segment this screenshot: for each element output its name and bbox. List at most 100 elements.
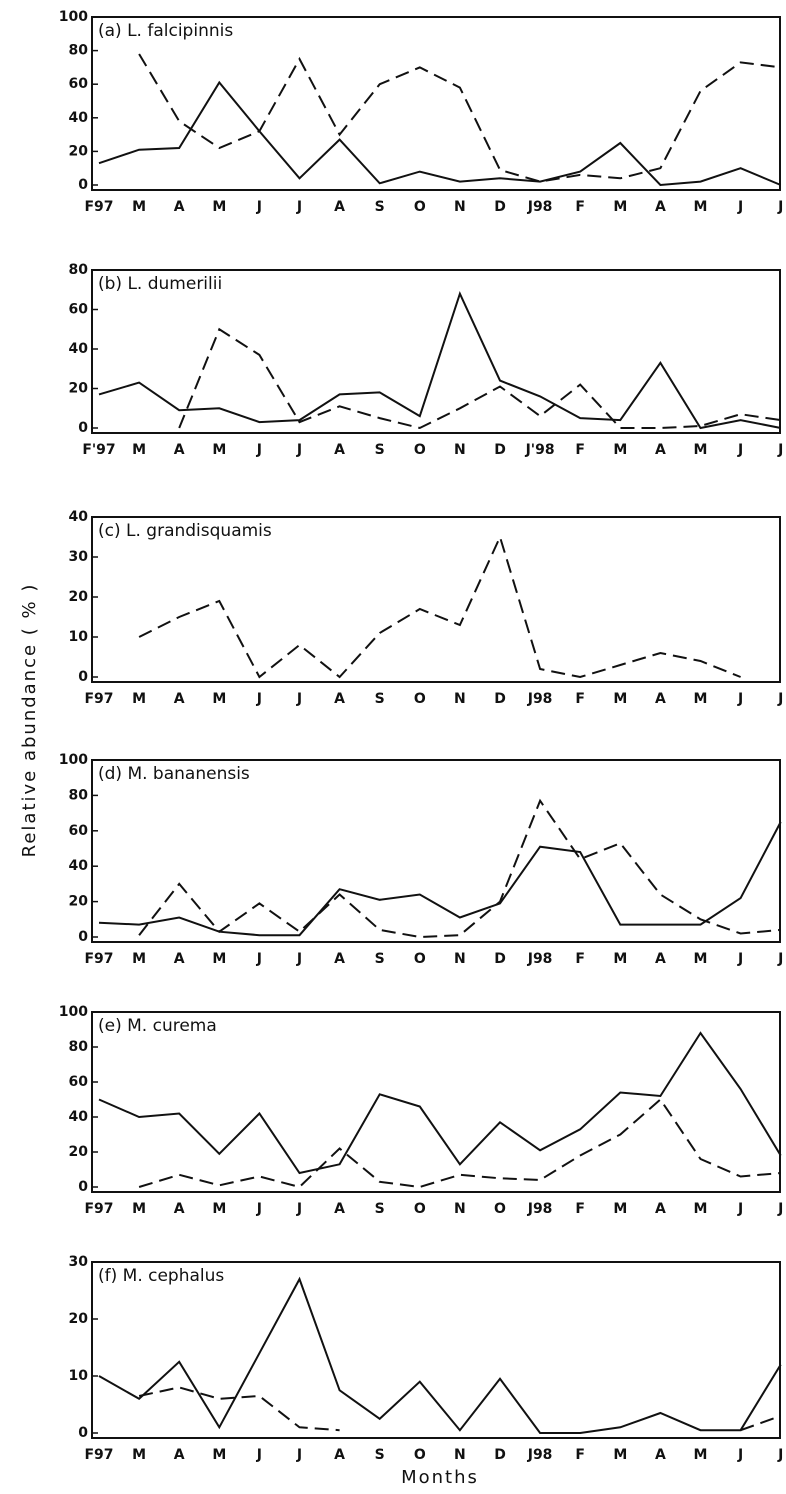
plot-frame: [91, 516, 781, 683]
x-tick-label: J'98: [525, 442, 555, 458]
x-tick-label: M: [613, 951, 627, 967]
x-tick-label: J: [737, 199, 743, 215]
x-tick-label: M: [694, 951, 708, 967]
x-tick-label: D: [494, 1447, 506, 1463]
x-tick-label: A: [655, 951, 666, 967]
x-tick-label: F97: [84, 1447, 113, 1463]
x-tick-label: D: [494, 442, 506, 458]
data-line: [740, 1414, 782, 1432]
x-tick-label: M: [212, 691, 226, 707]
x-tick-label: J: [256, 1447, 262, 1463]
x-tick-label: J: [296, 1201, 302, 1217]
x-tick-label: J: [777, 691, 783, 707]
x-tick-label: J98: [527, 1447, 553, 1463]
x-tick-label: A: [174, 199, 185, 215]
plot-frame: [91, 269, 781, 434]
x-tick-label: A: [655, 442, 666, 458]
data-line: [98, 1031, 782, 1175]
x-tick-label: A: [334, 1447, 345, 1463]
y-tick-label: 0: [78, 177, 88, 193]
x-tick-label: F'97: [82, 442, 115, 458]
x-tick-label: D: [494, 691, 506, 707]
x-tick-label: O: [414, 951, 426, 967]
x-tick-label: M: [212, 1447, 226, 1463]
panel-title: (f) M. cephalus: [98, 1266, 224, 1286]
x-tick-label: S: [375, 1201, 385, 1217]
y-tick-label: 20: [69, 1311, 89, 1327]
x-tick-label: J: [737, 691, 743, 707]
data-line: [138, 1098, 781, 1189]
data-line: [138, 798, 781, 939]
plot-frame: [91, 1261, 781, 1439]
data-line: [138, 1386, 340, 1432]
x-tick-label: A: [334, 691, 345, 707]
data-line: [178, 327, 781, 430]
y-tick-label: 40: [69, 509, 89, 525]
panel-title: (d) M. bananensis: [98, 764, 250, 784]
x-tick-label: F: [575, 691, 585, 707]
x-tick-label: J: [256, 951, 262, 967]
x-tick-label: J: [777, 199, 783, 215]
x-tick-label: S: [375, 442, 385, 458]
x-tick-label: A: [334, 951, 345, 967]
x-tick-label: M: [694, 442, 708, 458]
x-tick-label: S: [375, 951, 385, 967]
x-tick-label: M: [132, 1201, 146, 1217]
y-tick-label: 0: [78, 1179, 88, 1195]
x-tick-label: M: [613, 1201, 627, 1217]
data-line: [138, 534, 741, 679]
x-tick-label: F97: [84, 951, 113, 967]
x-tick-label: S: [375, 691, 385, 707]
x-tick-label: M: [212, 951, 226, 967]
y-tick-label: 0: [78, 669, 88, 685]
data-line: [98, 80, 782, 187]
y-tick-label: 20: [69, 894, 89, 910]
y-tick-label: 40: [69, 858, 89, 874]
x-tick-label: A: [334, 199, 345, 215]
plot-frame: [91, 16, 781, 191]
y-tick-label: 30: [69, 1254, 89, 1270]
data-line: [98, 290, 781, 430]
y-tick-label: 10: [69, 1368, 89, 1384]
data-line: [98, 821, 782, 937]
y-tick-label: 60: [69, 823, 89, 839]
y-tick-label: 40: [69, 1109, 89, 1125]
y-axis-label: Relative abundance ( % ): [19, 583, 40, 858]
x-tick-label: A: [334, 442, 345, 458]
x-tick-label: A: [174, 951, 185, 967]
x-tick-label: O: [414, 1447, 426, 1463]
x-tick-label: A: [174, 1201, 185, 1217]
x-tick-label: N: [454, 951, 466, 967]
y-tick-label: 80: [69, 262, 89, 278]
panel-title: (a) L. falcipinnis: [98, 21, 233, 41]
x-tick-label: J: [256, 442, 262, 458]
y-tick-label: 100: [59, 752, 88, 768]
x-tick-label: J: [737, 951, 743, 967]
x-tick-label: O: [414, 199, 426, 215]
x-tick-label: O: [414, 1201, 426, 1217]
y-tick-label: 60: [69, 1074, 89, 1090]
x-tick-label: J: [296, 442, 302, 458]
x-tick-label: A: [174, 691, 185, 707]
x-tick-label: O: [414, 691, 426, 707]
x-tick-label: A: [655, 1447, 666, 1463]
x-tick-label: M: [694, 1201, 708, 1217]
x-tick-label: J: [296, 199, 302, 215]
x-tick-label: O: [494, 1201, 506, 1217]
x-tick-label: A: [174, 1447, 185, 1463]
x-tick-label: M: [132, 691, 146, 707]
y-tick-label: 20: [69, 381, 89, 397]
y-tick-label: 80: [69, 1039, 89, 1055]
x-tick-label: J: [256, 1201, 262, 1217]
x-tick-label: M: [212, 1201, 226, 1217]
x-tick-label: F: [575, 199, 585, 215]
x-tick-label: J: [777, 442, 783, 458]
x-tick-label: N: [454, 199, 466, 215]
y-tick-label: 10: [69, 629, 89, 645]
panel-title: (e) M. curema: [98, 1016, 217, 1036]
plot-frame: [91, 1011, 781, 1193]
y-tick-label: 40: [69, 110, 89, 126]
x-tick-label: F97: [84, 1201, 113, 1217]
x-tick-label: M: [694, 199, 708, 215]
y-tick-label: 0: [78, 929, 88, 945]
